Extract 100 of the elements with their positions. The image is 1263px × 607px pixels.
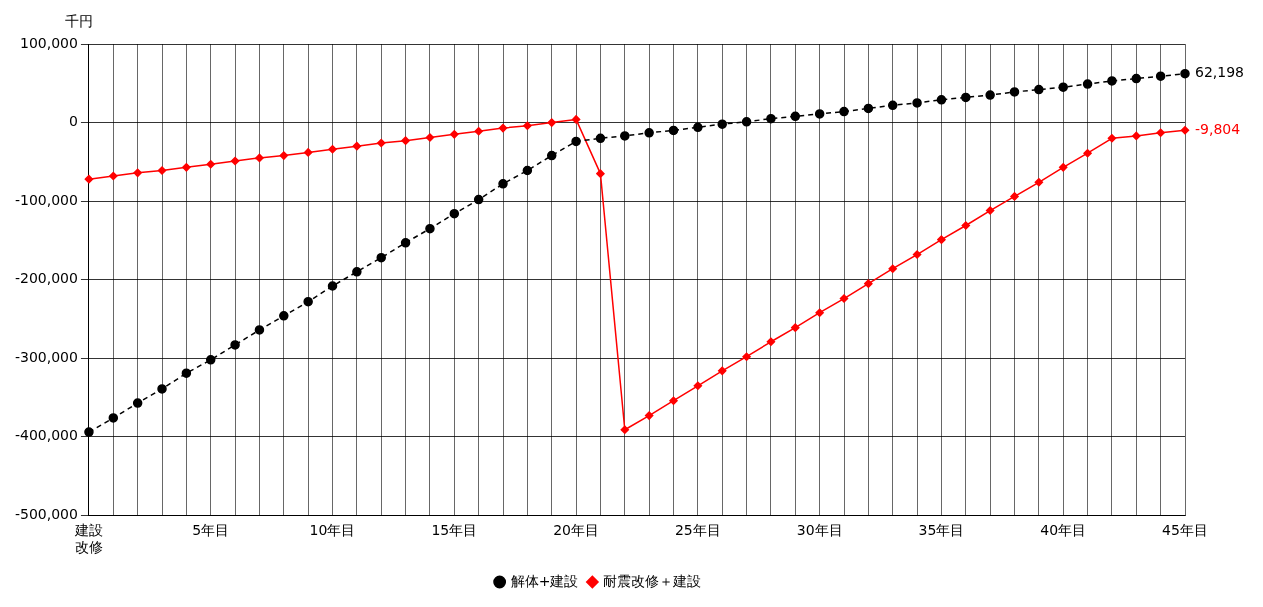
point bbox=[401, 136, 410, 145]
point bbox=[863, 103, 874, 114]
point bbox=[791, 323, 800, 332]
point bbox=[620, 131, 630, 141]
point bbox=[888, 264, 897, 273]
point bbox=[887, 100, 898, 111]
point bbox=[864, 279, 873, 288]
point bbox=[1034, 84, 1044, 95]
x-tick-label: 45年目 bbox=[1162, 522, 1208, 539]
x-tick-label: 35年目 bbox=[918, 522, 965, 539]
point bbox=[1132, 131, 1141, 141]
point bbox=[766, 337, 776, 347]
x-tick-label: 10年目 bbox=[309, 522, 356, 539]
point bbox=[205, 355, 216, 365]
point bbox=[1107, 76, 1117, 86]
legend-label: 解体+建設 bbox=[510, 572, 579, 589]
point bbox=[1180, 68, 1190, 79]
point bbox=[522, 165, 533, 176]
point bbox=[741, 117, 752, 127]
point bbox=[742, 352, 751, 361]
point bbox=[961, 221, 971, 230]
point bbox=[328, 145, 337, 154]
point bbox=[839, 294, 849, 303]
x-tick-label: 20年目 bbox=[553, 522, 599, 539]
point bbox=[717, 366, 727, 376]
point bbox=[303, 148, 313, 157]
x-tick-label: 30年目 bbox=[796, 522, 843, 539]
point bbox=[133, 168, 142, 178]
y-tick-label: -200,000 bbox=[14, 270, 78, 287]
point bbox=[157, 166, 167, 175]
y-tick-label: -300,000 bbox=[14, 348, 78, 365]
point bbox=[425, 223, 435, 234]
x-tick-label: 15年目 bbox=[431, 522, 478, 539]
point bbox=[157, 384, 167, 394]
x-tick-label: 40年目 bbox=[1040, 522, 1087, 539]
legend-label: 耐震改修＋建設 bbox=[603, 572, 702, 589]
point bbox=[547, 118, 556, 127]
point bbox=[668, 125, 679, 136]
point bbox=[595, 133, 606, 144]
point bbox=[717, 119, 727, 129]
point bbox=[790, 111, 801, 122]
y-tick-label: 100,000 bbox=[20, 34, 78, 51]
point bbox=[449, 208, 460, 219]
point bbox=[1058, 82, 1068, 92]
point bbox=[254, 325, 265, 335]
point bbox=[352, 141, 362, 151]
point bbox=[669, 396, 678, 405]
y-tick-label: -400,000 bbox=[14, 427, 78, 444]
x-tick-label: 5年目 bbox=[192, 522, 230, 539]
point bbox=[303, 296, 313, 307]
point bbox=[450, 130, 459, 139]
point bbox=[473, 194, 484, 205]
point bbox=[1009, 87, 1020, 97]
y-tick-label: -500,000 bbox=[14, 506, 78, 523]
point bbox=[1010, 192, 1019, 201]
x-tick-label: 25年目 bbox=[674, 522, 721, 539]
point bbox=[498, 123, 508, 133]
point bbox=[1034, 178, 1044, 187]
data-label: 62,198 bbox=[1195, 64, 1244, 81]
point bbox=[1082, 79, 1093, 89]
y-tick-label: 0 bbox=[69, 113, 78, 130]
point bbox=[279, 151, 289, 160]
point bbox=[620, 425, 630, 435]
point bbox=[644, 128, 654, 138]
point bbox=[84, 427, 94, 437]
point bbox=[376, 252, 386, 263]
point bbox=[230, 156, 240, 166]
point bbox=[182, 163, 191, 172]
data-label: -9,804 bbox=[1195, 120, 1241, 137]
point bbox=[693, 381, 703, 391]
point bbox=[937, 235, 946, 244]
point bbox=[523, 121, 532, 130]
point bbox=[84, 174, 94, 184]
point bbox=[985, 206, 995, 215]
point bbox=[400, 238, 411, 248]
point bbox=[1155, 71, 1166, 81]
point bbox=[912, 98, 922, 108]
point bbox=[230, 340, 240, 350]
point bbox=[474, 126, 483, 136]
point bbox=[352, 267, 362, 277]
point bbox=[644, 411, 654, 420]
point bbox=[376, 138, 386, 148]
y-tick-label: -100,000 bbox=[14, 191, 78, 208]
x-tick-label: 建設改修 bbox=[73, 522, 103, 556]
point bbox=[1083, 148, 1092, 158]
point bbox=[936, 95, 947, 105]
point bbox=[815, 308, 824, 317]
point bbox=[279, 311, 289, 321]
point bbox=[1156, 128, 1165, 138]
point bbox=[1107, 134, 1117, 143]
point bbox=[571, 115, 581, 124]
point bbox=[109, 171, 118, 181]
point bbox=[498, 179, 508, 189]
point bbox=[814, 109, 825, 119]
point bbox=[961, 92, 971, 103]
point bbox=[596, 169, 605, 178]
point bbox=[571, 136, 581, 147]
point bbox=[206, 159, 215, 169]
point bbox=[132, 398, 143, 408]
point bbox=[1058, 163, 1068, 172]
